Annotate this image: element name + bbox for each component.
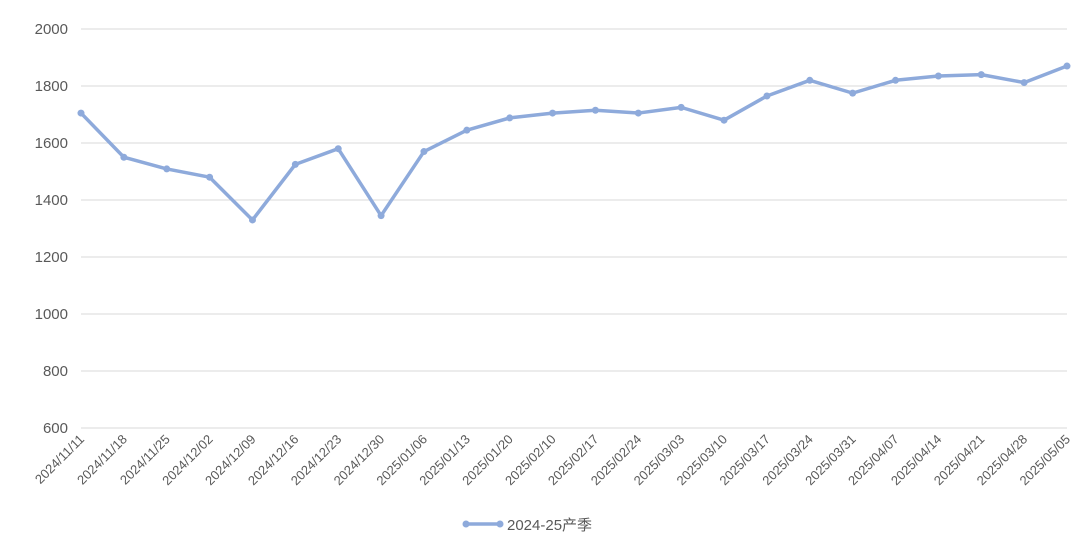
marker: [377, 212, 385, 220]
marker: [120, 153, 128, 161]
y-tick-label: 1200: [35, 249, 68, 266]
marker: [1063, 62, 1071, 70]
marker: [291, 160, 299, 168]
marker: [977, 71, 985, 79]
legend-marker: [462, 520, 470, 528]
legend-marker: [496, 520, 504, 528]
marker: [248, 216, 256, 224]
y-tick-label: 1800: [35, 78, 68, 95]
marker: [1020, 79, 1028, 87]
y-tick-label: 1400: [35, 192, 68, 209]
marker: [163, 165, 171, 173]
marker: [206, 173, 214, 181]
line: [79, 64, 1068, 222]
y-tick-label: 1600: [35, 135, 68, 152]
marker: [720, 116, 728, 124]
marker: [634, 109, 642, 117]
y-tick-label: 2000: [35, 21, 68, 38]
marker: [763, 92, 771, 100]
y-tick-label: 600: [43, 420, 68, 437]
y-tick-label: 1000: [35, 306, 68, 323]
marker: [420, 148, 428, 156]
marker: [334, 145, 342, 153]
legend-label: 2024-25产季: [507, 517, 592, 534]
marker: [892, 76, 900, 84]
marker: [934, 72, 942, 80]
marker: [677, 103, 685, 111]
marker: [849, 89, 857, 97]
marker: [506, 114, 514, 122]
y-tick-label: 800: [43, 363, 68, 380]
marker: [806, 76, 814, 84]
marker: [549, 109, 557, 117]
marker: [591, 106, 599, 114]
marker: [77, 109, 85, 117]
marker: [463, 126, 471, 134]
